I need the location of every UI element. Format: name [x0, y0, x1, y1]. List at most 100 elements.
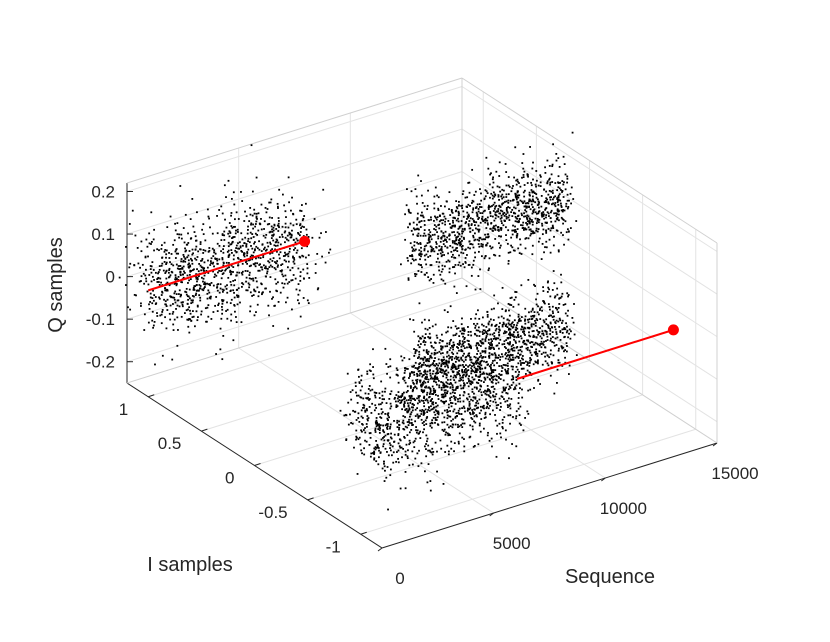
scatter-point — [459, 374, 461, 377]
scatter-point — [514, 146, 517, 149]
scatter-point — [255, 257, 257, 260]
scatter-point — [398, 445, 401, 448]
scatter-point — [528, 364, 531, 367]
scatter-point — [221, 358, 224, 361]
scatter-point — [188, 318, 190, 320]
scatter-point — [179, 273, 182, 276]
scatter-point — [144, 274, 147, 277]
scatter-point — [427, 336, 430, 338]
scatter-point — [460, 357, 463, 360]
scatter-point — [430, 405, 432, 408]
scatter-point — [283, 282, 286, 285]
scatter-point — [428, 319, 430, 322]
scatter-point — [210, 318, 213, 320]
scatter-point — [402, 378, 405, 380]
scatter-point — [475, 211, 478, 214]
scatter-point — [413, 397, 416, 400]
scatter-point — [445, 240, 448, 243]
scatter-point — [395, 394, 398, 396]
scatter-point — [280, 270, 283, 273]
scatter-point — [507, 358, 510, 361]
scatter-point — [558, 297, 561, 300]
scatter-point — [489, 378, 492, 381]
scatter-point — [474, 256, 477, 259]
z-axis-label: Q samples — [45, 237, 67, 333]
scatter-point — [461, 343, 464, 346]
scatter-point — [477, 443, 480, 446]
scatter-point — [495, 170, 498, 173]
scatter-point — [476, 238, 479, 241]
scatter-point — [479, 188, 481, 191]
scatter-point — [417, 465, 420, 468]
scatter-point — [549, 322, 552, 325]
scatter-point — [445, 400, 448, 403]
scatter-point — [534, 322, 537, 324]
scatter-point — [317, 287, 320, 290]
scatter-point — [517, 357, 520, 359]
scatter-point — [436, 378, 439, 380]
y-tick-mark — [201, 428, 208, 432]
scatter-point — [516, 178, 519, 181]
scatter-point — [529, 199, 532, 202]
scatter-point — [214, 304, 216, 307]
scatter-point — [349, 413, 351, 416]
scatter-point — [452, 389, 455, 392]
scatter-point — [284, 230, 287, 233]
scatter-point — [526, 205, 528, 208]
scatter-point — [413, 244, 416, 247]
scatter-point — [196, 256, 199, 258]
scatter-point — [513, 176, 516, 179]
scatter-point — [467, 203, 470, 206]
scatter-point — [417, 335, 420, 338]
scatter-point — [442, 219, 444, 222]
scatter-point — [548, 315, 550, 317]
scatter-point — [169, 304, 172, 307]
scatter-point — [566, 292, 569, 295]
scatter-point — [538, 344, 541, 347]
scatter-point — [452, 320, 455, 322]
scatter-point — [401, 456, 403, 459]
scatter-point — [557, 359, 560, 362]
scatter-point — [492, 346, 495, 349]
scatter-point — [544, 208, 547, 211]
scatter-point — [567, 294, 570, 296]
scatter-point — [360, 409, 363, 412]
scatter-point — [478, 344, 480, 347]
scatter-point — [431, 453, 434, 456]
scatter-point — [180, 260, 183, 263]
scatter-point — [215, 257, 218, 260]
scatter-point — [434, 409, 437, 412]
scatter-point — [218, 269, 221, 272]
scatter-point — [449, 245, 452, 247]
scatter-point — [197, 316, 199, 319]
scatter-point — [509, 403, 512, 406]
scatter-point — [389, 449, 392, 452]
scatter-point — [566, 207, 569, 210]
scatter-point — [401, 408, 403, 411]
scatter-point — [522, 221, 525, 224]
scatter-point — [397, 395, 400, 398]
scatter-point — [167, 276, 170, 279]
scatter-point — [384, 347, 387, 350]
scatter-point — [454, 416, 457, 419]
scatter-point — [221, 288, 224, 291]
scatter-point — [351, 389, 354, 392]
scatter-point — [449, 356, 452, 359]
scatter-point — [494, 206, 497, 208]
scatter-point — [431, 363, 434, 366]
scatter-point — [422, 389, 425, 392]
scatter-point — [471, 369, 474, 371]
scatter-point — [545, 323, 548, 325]
scatter-point — [297, 231, 299, 234]
scatter-point — [534, 211, 537, 214]
scatter-point — [451, 355, 454, 358]
scatter-point — [556, 229, 559, 232]
scatter-point — [460, 235, 463, 238]
scatter-point — [541, 224, 544, 227]
scatter-point — [537, 359, 539, 362]
scatter-point — [246, 254, 248, 257]
scatter-point — [181, 266, 184, 269]
scatter-point — [221, 308, 224, 311]
scatter-point — [172, 329, 175, 331]
scatter-point — [503, 340, 506, 343]
